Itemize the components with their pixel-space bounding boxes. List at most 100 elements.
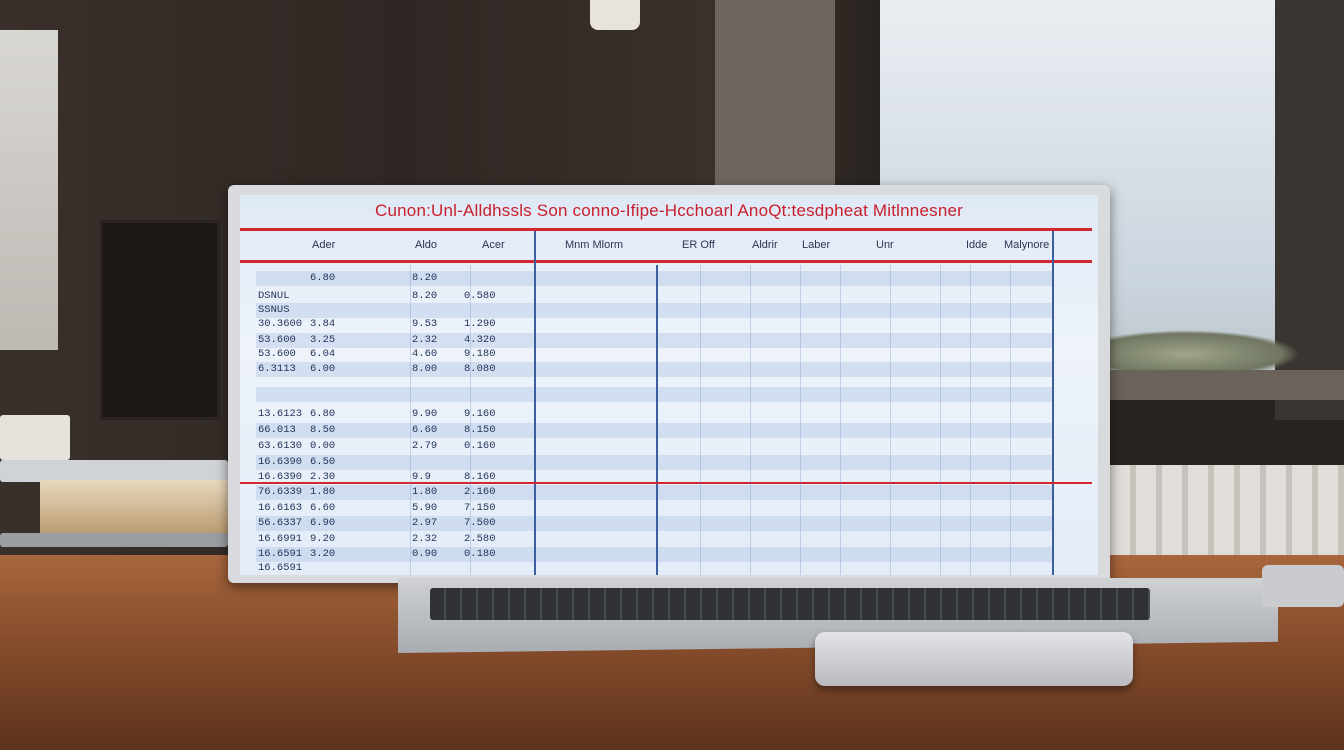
table-row[interactable]: 76.6339 1.80 1.80 2.160 (256, 485, 1054, 500)
table-cell[interactable]: 2.160 (464, 486, 496, 498)
table-row[interactable]: 6.80 8.20 (256, 271, 1054, 286)
table-cell[interactable]: 9.53 (412, 318, 438, 330)
table-row[interactable]: 30.3600 3.84 9.53 1.290 (256, 317, 1054, 332)
table-cell[interactable]: 2.30 (310, 471, 336, 483)
table-row[interactable]: 63.6130 0.00 2.79 0.160 (256, 439, 1054, 454)
table-cell[interactable]: 2.32 (412, 334, 438, 346)
keyboard[interactable] (430, 588, 1150, 620)
spreadsheet-title: Cunon:Unl-Alldhssls Son conno-Ifipe-Hcch… (375, 201, 963, 220)
table-cell[interactable]: 16.6390 (258, 471, 303, 483)
table-cell[interactable]: 53.600 (258, 348, 296, 360)
table-cell[interactable]: 8.160 (464, 471, 496, 483)
table-cell[interactable]: 2.97 (412, 517, 438, 529)
table-row[interactable]: 16.6591 (256, 561, 1054, 575)
table-cell[interactable]: 0.90 (412, 548, 438, 560)
table-row[interactable]: 6.3113 6.00 8.00 8.080 (256, 362, 1054, 377)
picture-frame (100, 220, 220, 420)
table-cell[interactable]: 56.6337 (258, 517, 303, 529)
plants (1110, 330, 1300, 370)
table-cell[interactable]: 3.84 (310, 318, 336, 330)
table-cell[interactable]: 2.32 (412, 533, 438, 545)
table-cell[interactable]: 8.00 (412, 363, 438, 375)
table-cell[interactable]: 9.20 (310, 533, 336, 545)
table-cell[interactable]: 8.080 (464, 363, 496, 375)
table-cell[interactable]: 0.00 (310, 440, 336, 452)
column-header[interactable]: Ader (312, 239, 336, 251)
table-row[interactable]: 16.6991 9.20 2.32 2.580 (256, 532, 1054, 547)
table-row[interactable]: 56.6337 6.90 2.97 7.500 (256, 516, 1054, 531)
column-header[interactable]: Acer (482, 239, 505, 251)
table-cell[interactable]: 3.25 (310, 334, 336, 346)
column-header[interactable]: Idde (966, 239, 988, 251)
table-cell[interactable]: 8.50 (310, 424, 336, 436)
table-row[interactable]: DSNUL 8.20 0.580 (256, 289, 1054, 304)
column-header[interactable]: Malynore (1004, 239, 1050, 251)
table-cell[interactable]: 7.150 (464, 502, 496, 514)
table-cell[interactable]: SSNUS (258, 304, 290, 316)
table-cell[interactable]: 8.150 (464, 424, 496, 436)
table-cell[interactable]: 6.04 (310, 348, 336, 360)
header-top-rule (240, 228, 1092, 231)
table-cell[interactable]: 9.90 (412, 408, 438, 420)
table-row[interactable]: 16.6390 6.50 (256, 455, 1054, 470)
table-cell[interactable]: 6.3113 (258, 363, 296, 375)
table-cell[interactable]: 16.6163 (258, 502, 303, 514)
table-cell[interactable]: 6.60 (412, 424, 438, 436)
table-row[interactable]: 53.600 3.25 2.32 4.320 (256, 333, 1054, 348)
table-cell[interactable]: 63.6130 (258, 440, 303, 452)
table-cell[interactable]: 9.9 (412, 471, 431, 483)
table-cell[interactable]: 76.6339 (258, 486, 303, 498)
grid-line (750, 265, 751, 575)
column-header[interactable]: Mnm Mlorm (565, 239, 624, 251)
table-row[interactable]: 16.6591 3.20 0.90 0.180 (256, 547, 1054, 562)
grid-line (840, 265, 841, 575)
table-row[interactable]: 16.6390 2.30 9.9 8.160 (256, 470, 1054, 485)
table-cell[interactable]: 0.580 (464, 290, 496, 302)
table-cell[interactable]: 6.50 (310, 456, 336, 468)
header-bottom-rule (240, 260, 1092, 263)
column-header[interactable]: ER Off (682, 239, 715, 251)
table-cell[interactable]: 4.320 (464, 334, 496, 346)
table-cell[interactable]: 30.3600 (258, 318, 303, 330)
table-cell[interactable]: 1.80 (310, 486, 336, 498)
table-cell[interactable]: 16.6591 (258, 548, 303, 560)
table-cell[interactable]: 7.500 (464, 517, 496, 529)
column-header[interactable]: Laber (802, 239, 831, 251)
table-cell[interactable]: 5.90 (412, 502, 438, 514)
table-cell[interactable]: 13.6123 (258, 408, 303, 420)
table-cell[interactable]: 66.013 (258, 424, 296, 436)
table-cell[interactable]: 6.00 (310, 363, 336, 375)
table-cell[interactable]: 6.80 (310, 272, 336, 284)
table-cell[interactable]: 0.180 (464, 548, 496, 560)
table-cell[interactable]: 16.6591 (258, 562, 303, 574)
table-cell[interactable]: 8.20 (412, 290, 438, 302)
table-cell[interactable]: 6.90 (310, 517, 336, 529)
table-row[interactable]: 13.6123 6.80 9.90 9.160 (256, 407, 1054, 422)
table-cell[interactable]: 16.6991 (258, 533, 303, 545)
table-cell[interactable]: 2.79 (412, 440, 438, 452)
shelf (0, 30, 58, 350)
table-cell[interactable]: 9.160 (464, 408, 496, 420)
table-cell[interactable]: 0.160 (464, 440, 496, 452)
column-header[interactable]: Aldrir (752, 239, 778, 251)
table-row[interactable]: 16.6163 6.60 5.90 7.150 (256, 501, 1054, 516)
table-cell[interactable]: 53.600 (258, 334, 296, 346)
table-cell[interactable]: 9.180 (464, 348, 496, 360)
column-header[interactable]: Aldo (415, 239, 438, 251)
table-cell[interactable]: 16.6390 (258, 456, 303, 468)
table-cell[interactable]: 6.60 (310, 502, 336, 514)
table-row[interactable]: 66.013 8.50 6.60 8.150 (256, 423, 1054, 438)
table-row[interactable] (256, 387, 1054, 402)
trackpad[interactable] (815, 632, 1133, 686)
table-row[interactable]: SSNUS (256, 303, 1054, 318)
table-cell[interactable]: 1.80 (412, 486, 438, 498)
table-cell[interactable]: 6.80 (310, 408, 336, 420)
table-cell[interactable]: 8.20 (412, 272, 438, 284)
table-cell[interactable]: 2.580 (464, 533, 496, 545)
table-cell[interactable]: 1.290 (464, 318, 496, 330)
table-cell[interactable]: 3.20 (310, 548, 336, 560)
table-cell[interactable]: 4.60 (412, 348, 438, 360)
table-row[interactable]: 53.600 6.04 4.60 9.180 (256, 347, 1054, 362)
column-header[interactable]: Unr (876, 239, 894, 251)
table-cell[interactable]: DSNUL (258, 290, 290, 302)
